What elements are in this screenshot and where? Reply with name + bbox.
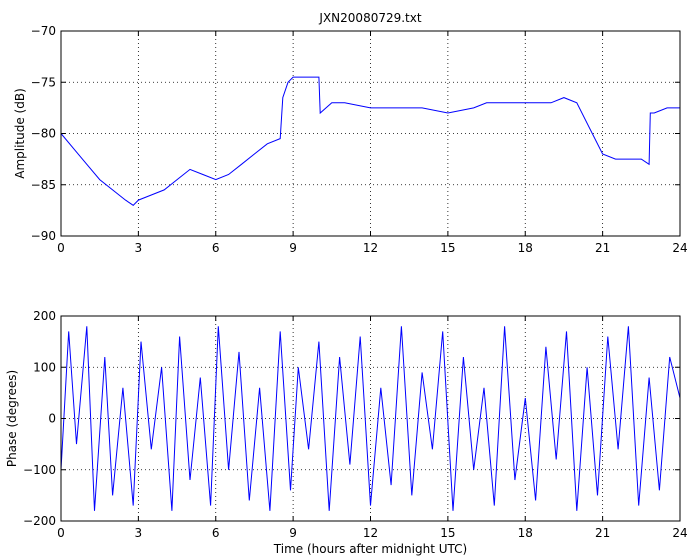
amplitude-x-tick-label: 6 [212, 241, 220, 255]
amplitude-y-tick-label: −80 [31, 127, 56, 141]
phase-x-tick-label: 6 [212, 526, 220, 540]
phase-y-tick-label: 100 [33, 360, 56, 374]
phase-x-tick-label: 18 [518, 526, 533, 540]
amplitude-y-tick-label: −90 [31, 229, 56, 243]
amplitude-x-tick-label: 18 [518, 241, 533, 255]
chart-title: JXN20080729.txt [318, 11, 421, 25]
amplitude-x-tick-label: 0 [57, 241, 65, 255]
amplitude-y-axis-label: Amplitude (dB) [13, 88, 27, 179]
amplitude-x-tick-label: 3 [135, 241, 143, 255]
phase-x-axis-label: Time (hours after midnight UTC) [273, 542, 467, 556]
phase-x-tick-label: 9 [289, 526, 297, 540]
amplitude-x-tick-label: 24 [672, 241, 687, 255]
amplitude-y-tick-label: −75 [31, 75, 56, 89]
amplitude-ticks: 0 3 6 9 12 15 18 21 24 −90 −85 −80 −75 −70 [31, 24, 688, 255]
phase-series-line [60, 326, 681, 511]
amplitude-y-tick-label: −70 [31, 24, 56, 38]
phase-y-tick-label: 0 [48, 412, 56, 426]
phase-x-tick-label: 0 [57, 526, 65, 540]
phase-y-tick-label: 200 [33, 309, 56, 323]
phase-x-tick-label: 24 [672, 526, 687, 540]
amplitude-plot-background [61, 31, 680, 236]
amplitude-panel: 0 3 6 9 12 15 18 21 24 −90 −85 −80 −75 −70 JXN2008072… [13, 11, 688, 255]
phase-y-tick-label: −100 [23, 463, 56, 477]
phase-plot-background [61, 316, 680, 521]
amplitude-x-tick-label: 12 [363, 241, 378, 255]
phase-x-tick-label: 15 [440, 526, 455, 540]
phase-panel: 0 3 6 9 12 15 18 21 24 −200 −100 0 100 200 Time (hour… [5, 309, 688, 556]
amplitude-series-line [60, 76, 680, 206]
amplitude-x-tick-label: 9 [289, 241, 297, 255]
phase-y-tick-label: −200 [23, 514, 56, 528]
phase-x-tick-label: 12 [363, 526, 378, 540]
amplitude-x-tick-label: 21 [595, 241, 610, 255]
phase-y-axis-label: Phase (degrees) [5, 370, 19, 467]
amplitude-y-tick-label: −85 [31, 178, 56, 192]
phase-ticks: 0 3 6 9 12 15 18 21 24 −200 −100 0 100 200 [23, 309, 688, 540]
phase-x-tick-label: 21 [595, 526, 610, 540]
phase-x-tick-label: 3 [135, 526, 143, 540]
amplitude-x-tick-label: 15 [440, 241, 455, 255]
